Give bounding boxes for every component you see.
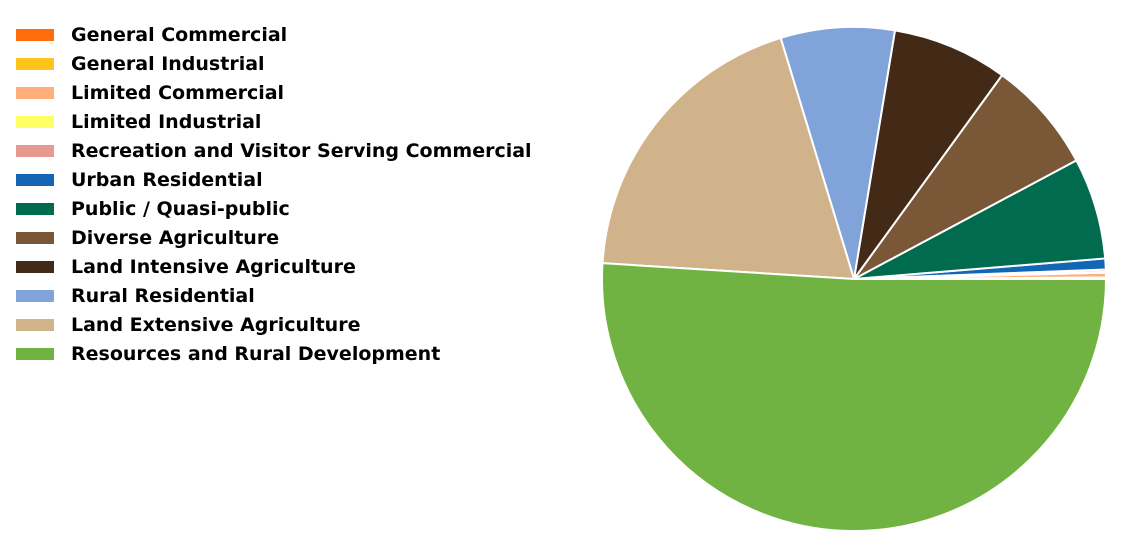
legend-label-general-industrial: General Industrial [71,52,265,75]
legend-label-public-quasi-public: Public / Quasi-public [71,197,290,220]
legend-label-recreation-and-visitor-serving-commercial: Recreation and Visitor Serving Commercia… [71,139,532,162]
legend-swatch-recreation-and-visitor-serving-commercial [16,144,54,157]
legend-swatch-general-industrial [16,57,54,70]
legend-item-recreation-and-visitor-serving-commercial: Recreation and Visitor Serving Commercia… [16,136,532,165]
legend-swatch-limited-commercial [16,86,54,99]
legend-label-rural-residential: Rural Residential [71,284,255,307]
legend-item-limited-commercial: Limited Commercial [16,78,532,107]
legend-item-diverse-agriculture: Diverse Agriculture [16,223,532,252]
legend: General Commercial General Industrial Limi… [16,20,532,368]
pie-slice-land-intensive-agriculture [853,29,1004,280]
legend-swatch-public-quasi-public [16,202,54,215]
legend-item-urban-residential: Urban Residential [16,165,532,194]
legend-item-land-extensive-agriculture: Land Extensive Agriculture [16,310,532,339]
legend-label-land-intensive-agriculture: Land Intensive Agriculture [71,255,356,278]
legend-label-limited-commercial: Limited Commercial [71,81,285,104]
legend-label-limited-industrial: Limited Industrial [71,110,262,133]
legend-item-land-intensive-agriculture: Land Intensive Agriculture [16,252,532,281]
legend-item-public-quasi-public: Public / Quasi-public [16,194,532,223]
pie-slice-diverse-agriculture [853,74,1078,280]
legend-item-resources-and-rural-development: Resources and Rural Development [16,339,532,368]
legend-item-general-commercial: General Commercial [16,20,532,49]
pie-slices [601,26,1108,532]
legend-swatch-resources-and-rural-development [16,347,54,360]
legend-label-urban-residential: Urban Residential [71,168,263,191]
legend-item-limited-industrial: Limited Industrial [16,107,532,136]
legend-swatch-rural-residential [16,289,54,302]
legend-swatch-limited-industrial [16,115,54,128]
legend-swatch-urban-residential [16,173,54,186]
legend-item-general-industrial: General Industrial [16,49,532,78]
legend-item-rural-residential: Rural Residential [16,281,532,310]
legend-label-land-extensive-agriculture: Land Extensive Agriculture [71,313,361,336]
legend-swatch-diverse-agriculture [16,231,54,244]
pie-slice-rural-residential [779,26,896,280]
legend-label-resources-and-rural-development: Resources and Rural Development [71,342,441,365]
legend-swatch-general-commercial [16,28,54,41]
pie-slice-land-extensive-agriculture [601,36,855,280]
pie-slice-resources-and-rural-development [601,262,1107,532]
legend-swatch-land-extensive-agriculture [16,318,54,331]
legend-label-general-commercial: General Commercial [71,23,288,46]
legend-label-diverse-agriculture: Diverse Agriculture [71,226,280,249]
legend-swatch-land-intensive-agriculture [16,260,54,273]
